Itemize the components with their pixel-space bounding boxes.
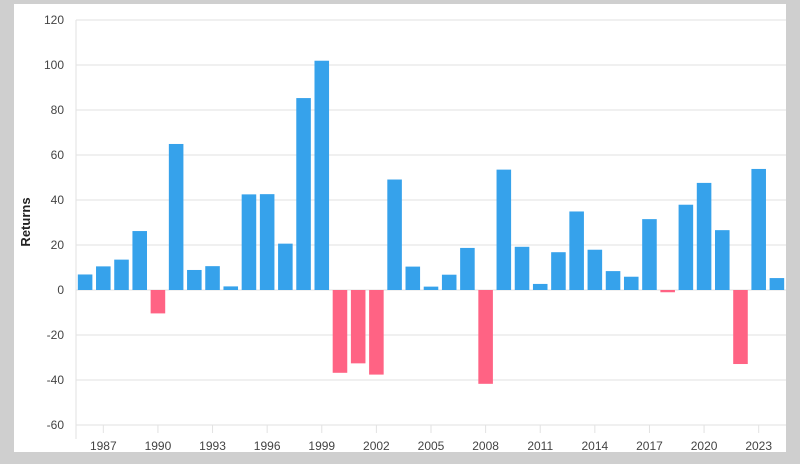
bar-2019[interactable] [678, 204, 694, 290]
bar-2010[interactable] [514, 246, 530, 290]
bar-1990[interactable] [150, 290, 166, 314]
bar-1998[interactable] [296, 98, 311, 290]
bar-1989[interactable] [132, 231, 147, 290]
bar-2016[interactable] [623, 276, 639, 290]
bar-2011[interactable] [532, 283, 548, 290]
bar-2023[interactable] [751, 168, 766, 290]
bar-2013[interactable] [569, 211, 584, 290]
x-tick-label: 1993 [199, 439, 226, 452]
bar-2004[interactable] [405, 266, 421, 290]
bar-2020[interactable] [696, 182, 712, 290]
x-axis-ticks: 1987 1990 1993 1996 1999 2002 2005 2008 2011 2014… [90, 425, 772, 453]
bar-2014[interactable] [587, 249, 603, 290]
x-tick-label: 2017 [636, 439, 663, 452]
bars [77, 60, 785, 384]
y-tick-label: -60 [47, 418, 65, 432]
y-tick-label: 40 [51, 193, 65, 207]
y-tick-label: 20 [51, 238, 65, 252]
bar-2002[interactable] [369, 290, 384, 375]
x-tick-label: 2020 [691, 439, 718, 452]
bar-2009[interactable] [496, 169, 512, 290]
x-tick-label: 2008 [472, 439, 499, 452]
y-tick-label: 60 [51, 148, 65, 162]
bar-2018[interactable] [660, 290, 675, 293]
y-tick-label: 80 [51, 103, 65, 117]
bar-1996[interactable] [259, 194, 275, 290]
y-axis-title: Returns [18, 197, 33, 246]
bar-2015[interactable] [605, 271, 621, 290]
x-tick-label: 1996 [254, 439, 281, 452]
bar-1999[interactable] [314, 60, 330, 290]
x-tick-label: 2005 [418, 439, 445, 452]
x-tick-label: 1987 [90, 439, 117, 452]
y-tick-label: -40 [47, 373, 65, 387]
y-tick-label: -20 [47, 328, 65, 342]
y-tick-label: 0 [57, 283, 64, 297]
returns-bar-chart: 120 100 80 60 40 20 0 -20 -40 -60 1987 1990 1993 199… [18, 13, 786, 453]
bar-1993[interactable] [205, 266, 220, 290]
bar-1995[interactable] [241, 194, 257, 290]
bar-1992[interactable] [187, 269, 202, 290]
bar-1994[interactable] [223, 286, 239, 290]
bar-2005[interactable] [423, 286, 439, 290]
x-tick-label: 2014 [581, 439, 608, 452]
bar-2006[interactable] [441, 274, 457, 290]
bar-1986[interactable] [77, 274, 93, 290]
x-tick-label: 1999 [308, 439, 335, 452]
bar-2017[interactable] [642, 219, 657, 290]
bar-2021[interactable] [715, 230, 730, 290]
x-tick-label: 1990 [145, 439, 172, 452]
chart-panel: 120 100 80 60 40 20 0 -20 -40 -60 1987 1990 1993 199… [14, 4, 786, 453]
x-tick-label: 2002 [363, 439, 390, 452]
bar-2003[interactable] [387, 179, 402, 290]
x-tick-label: 2023 [745, 439, 772, 452]
bar-2007[interactable] [460, 247, 475, 290]
y-tick-label: 120 [44, 13, 64, 27]
bar-2001[interactable] [350, 290, 366, 364]
bar-2000[interactable] [332, 290, 348, 373]
bar-1997[interactable] [278, 243, 293, 290]
bar-2022[interactable] [733, 290, 748, 365]
y-axis-ticks: 120 100 80 60 40 20 0 -20 -40 -60 [44, 13, 64, 432]
bar-1987[interactable] [96, 266, 111, 290]
bar-2012[interactable] [551, 252, 566, 290]
bar-1988[interactable] [114, 259, 129, 290]
bar-2024[interactable] [769, 278, 785, 290]
x-tick-label: 2011 [527, 439, 553, 452]
bar-2008[interactable] [478, 290, 493, 384]
bar-1991[interactable] [168, 143, 184, 290]
y-tick-label: 100 [44, 58, 64, 72]
